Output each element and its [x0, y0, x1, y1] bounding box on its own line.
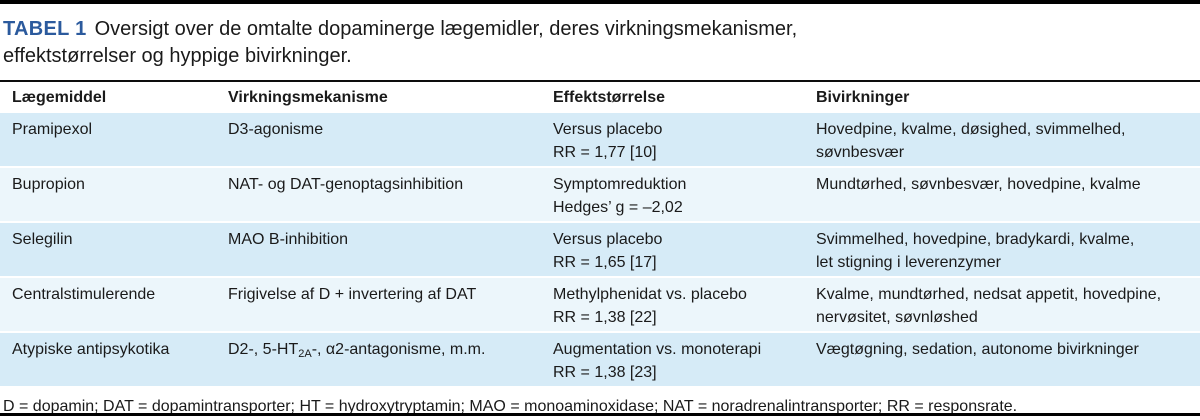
- cell-laegemiddel: Selegilin: [12, 231, 73, 248]
- bottom-border-rule: [0, 413, 1200, 416]
- header-virkningsmekanisme: Virkningsmekanisme: [228, 89, 388, 106]
- cell-virkningsmekanisme: NAT- og DAT-genoptagsinhibition: [228, 176, 464, 193]
- cell-virkningsmekanisme: D3-agonisme: [228, 121, 324, 138]
- header-laegemiddel: Lægemiddel: [12, 89, 107, 106]
- cell-bivirkninger: Mundtørhed, søvnbesvær, hovedpine, kvalm…: [804, 168, 1200, 221]
- effekt-line-2: RR = 1,38 [22]: [553, 309, 657, 326]
- table-number-label: TABEL 1: [3, 18, 87, 40]
- cell-bivirkninger: Kvalme, mundtørhed, nedsat appetit, hove…: [804, 278, 1200, 331]
- cell-virkningsmekanisme: MAO B-inhibition: [228, 231, 349, 248]
- caption-line-1: Oversigt over de omtalte dopaminerge læg…: [94, 18, 798, 40]
- effekt-line-1: Versus placebo: [553, 231, 663, 248]
- effekt-line-1: Symptomreduktion: [553, 176, 687, 193]
- header-rule: [0, 80, 1200, 82]
- effekt-line-2: RR = 1,38 [23]: [553, 364, 657, 381]
- cell-virkningsmekanisme: Frigivelse af D + invertering af DAT: [228, 286, 477, 303]
- cell-laegemiddel: Bupropion: [12, 176, 85, 193]
- cell-virkningsmekanisme: D2-, 5-HT2A-, α2-antagonisme, m.m.: [228, 341, 486, 360]
- bivirk-line-2: let stigning i leverenzymer: [816, 254, 1001, 271]
- cell-bivirkninger: Hovedpine, kvalme, døsighed, svimmelhed,…: [804, 113, 1200, 166]
- bivirk-line-1: Vægtøgning, sedation, autonome bivirknin…: [816, 341, 1139, 358]
- effekt-line-2: RR = 1,77 [10]: [553, 144, 657, 161]
- table-row-centralstimulerende: Centralstimulerende Frigivelse af D + in…: [0, 278, 1200, 333]
- effekt-line-1: Methylphenidat vs. placebo: [553, 286, 747, 303]
- bivirk-line-1: Kvalme, mundtørhed, nedsat appetit, hove…: [816, 286, 1162, 303]
- table-row-atypiske-antipsykotika: Atypiske antipsykotika D2-, 5-HT2A-, α2-…: [0, 333, 1200, 388]
- bivirk-line-1: Mundtørhed, søvnbesvær, hovedpine, kvalm…: [816, 176, 1141, 193]
- caption-line-2: effektstørrelser og hyppige bivirkninger…: [3, 45, 352, 67]
- table-caption: TABEL 1 Oversigt over de omtalte dopamine…: [0, 4, 1200, 80]
- abbreviation-footnote: D = dopamin; DAT = dopamintransporter; H…: [3, 398, 1018, 415]
- table-row-selegilin: Selegilin MAO B-inhibition Versus placeb…: [0, 223, 1200, 278]
- table-row-bupropion: Bupropion NAT- og DAT-genoptagsinhibitio…: [0, 168, 1200, 223]
- effekt-line-1: Augmentation vs. monoterapi: [553, 341, 762, 358]
- column-header-row: Lægemiddel Virkningsmekanisme Effektstør…: [0, 82, 1200, 113]
- header-bivirkninger: Bivirkninger: [816, 89, 910, 106]
- cell-laegemiddel: Centralstimulerende: [12, 286, 156, 303]
- table-row-pramipexol: Pramipexol D3-agonisme Versus placebo RR…: [0, 113, 1200, 168]
- effekt-line-1: Versus placebo: [553, 121, 663, 138]
- cell-laegemiddel: Pramipexol: [12, 121, 93, 138]
- top-border-rule: [0, 0, 1200, 4]
- bivirk-line-1: Svimmelhed, hovedpine, bradykardi, kvalm…: [816, 231, 1135, 248]
- cell-effektstoerrelse: Versus placebo RR = 1,77 [10]: [541, 113, 804, 166]
- bivirk-line-1: Hovedpine, kvalme, døsighed, svimmelhed,: [816, 121, 1126, 138]
- cell-effektstoerrelse: Versus placebo RR = 1,65 [17]: [541, 223, 804, 276]
- cell-effektstoerrelse: Symptomreduktion Hedges’ g = –2,02: [541, 168, 804, 221]
- bivirk-line-2: nervøsitet, søvnløshed: [816, 309, 978, 326]
- effekt-line-2: Hedges’ g = –2,02: [553, 199, 683, 216]
- cell-effektstoerrelse: Augmentation vs. monoterapi RR = 1,38 [2…: [541, 333, 804, 386]
- cell-bivirkninger: Vægtøgning, sedation, autonome bivirknin…: [804, 333, 1200, 386]
- cell-bivirkninger: Svimmelhed, hovedpine, bradykardi, kvalm…: [804, 223, 1200, 276]
- header-effektstoerrelse: Effektstørrelse: [553, 89, 666, 106]
- bivirk-line-2: søvnbesvær: [816, 144, 905, 161]
- cell-laegemiddel: Atypiske antipsykotika: [12, 341, 170, 358]
- cell-effektstoerrelse: Methylphenidat vs. placebo RR = 1,38 [22…: [541, 278, 804, 331]
- effekt-line-2: RR = 1,65 [17]: [553, 254, 657, 271]
